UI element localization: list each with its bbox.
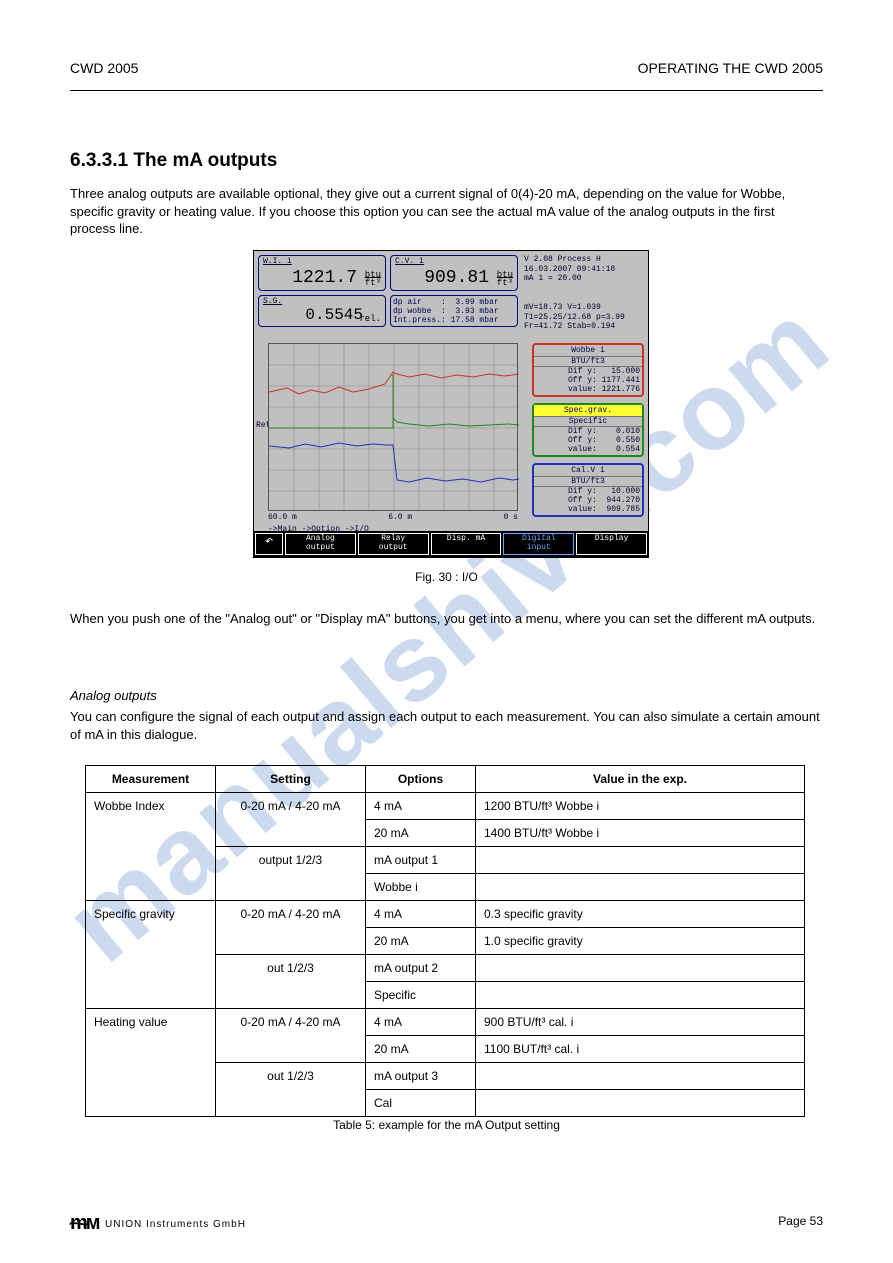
status-block-1: V 2.08 Process H 16.03.2007 09:41:18 mA … [524,255,644,284]
readout-sg: S.G. 0.5545 rel. [258,295,386,327]
status-block-2: mV=18.73 V=1.039 T1=25.25/12.68 p=3.99 F… [524,303,644,332]
chart-x-axis: 60.0 m 6.0 m 0 s [268,513,518,522]
cv-unit: btuft³ [497,271,513,287]
figure-caption: Fig. 30 : I/O [0,570,893,584]
cv-label: C.V. i [395,257,424,266]
btn-analog-output[interactable]: Analogoutput [285,533,356,555]
table-caption: Table 5: example for the mA Output setti… [0,1118,893,1132]
sg-unit: rel. [359,315,381,323]
info-cal: Cal.V i BTU/ft3 Dif y: 10.000 Off y: 944… [532,463,644,517]
button-bar: ↶ Analogoutput Relayoutput Disp. mA Digi… [254,531,648,557]
th-value: Value in the exp. [476,766,805,793]
footer-page: Page 53 [778,1214,823,1228]
wi-value: 1221.7 [292,268,357,288]
footer-brand: UNION Instruments GmbH [105,1219,246,1230]
info-wobbe: Wobbe i BTU/ft3 Dif y: 15.000 Off y: 117… [532,343,644,397]
btn-disp-ma[interactable]: Disp. mA [431,533,502,555]
info-sg: Spec.grav. Specific Dif y: 0.010 Off y: … [532,403,644,457]
header-left: CWD 2005 [70,60,138,76]
th-options: Options [366,766,476,793]
header-right: OPERATING THE CWD 2005 [638,60,823,76]
section-heading: 6.3.3.1 The mA outputs [70,150,277,172]
footer-logo-icon: ᵯᴍ [70,1212,99,1235]
table-row: Wobbe Index0-20 mA / 4-20 mA4 mA1200 BTU… [86,793,805,820]
sg-label: S.G. [263,297,282,306]
btn-digital-input[interactable]: Digitalinput [503,533,574,555]
app-screenshot: W.I. i 1221.7 btuft³ C.V. i 909.81 btuft… [253,250,649,558]
para-2: When you push one of the "Analog out" or… [70,610,823,628]
table-row: Specific gravity0-20 mA / 4-20 mA4 mA0.3… [86,901,805,928]
wi-label: W.I. i [263,257,292,266]
readout-cv: C.V. i 909.81 btuft³ [390,255,518,291]
header-rule [70,90,823,92]
table-row: Measurement Setting Options Value in the… [86,766,805,793]
para-1: Three analog outputs are available optio… [70,185,823,238]
trend-chart [268,343,518,511]
readout-dp: dp air : 3.99 mbar dp wobbe : 3.93 mbar … [390,295,518,327]
cv-value: 909.81 [424,268,489,288]
para-3: You can configure the signal of each out… [70,708,823,743]
btn-back[interactable]: ↶ [255,533,283,555]
btn-display[interactable]: Display [576,533,647,555]
para-3-head: Analog outputs [70,688,157,703]
sg-value: 0.5545 [305,306,363,324]
th-setting: Setting [216,766,366,793]
table-row: Heating value0-20 mA / 4-20 mA4 mA900 BT… [86,1009,805,1036]
readout-wobbe: W.I. i 1221.7 btuft³ [258,255,386,291]
btn-relay-output[interactable]: Relayoutput [358,533,429,555]
wi-unit: btuft³ [365,271,381,287]
th-measurement: Measurement [86,766,216,793]
settings-table: Measurement Setting Options Value in the… [85,765,805,1117]
